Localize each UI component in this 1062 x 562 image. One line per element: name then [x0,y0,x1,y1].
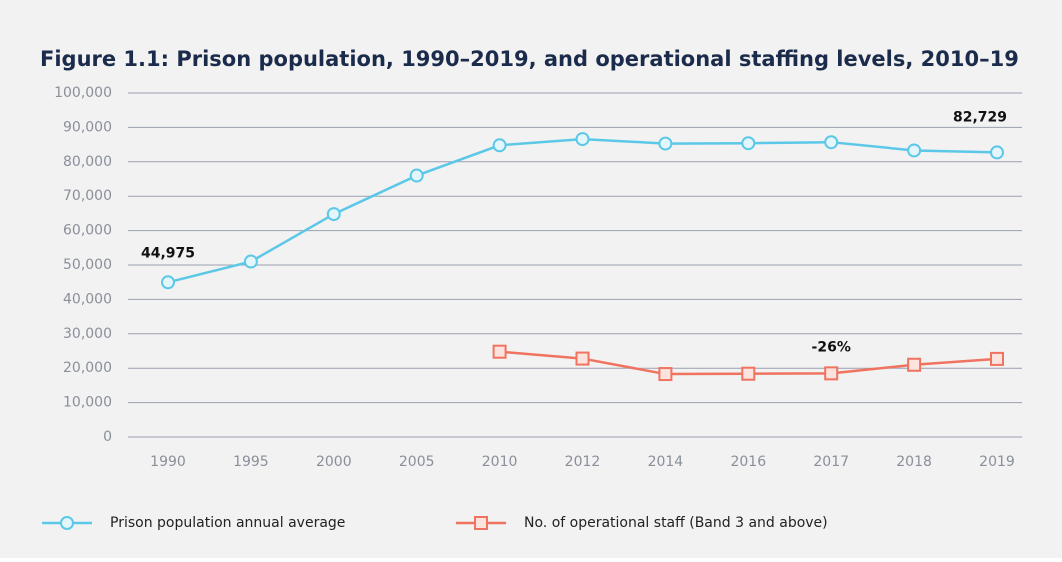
y-tick-label: 0 [103,429,112,445]
x-tick-label: 2012 [565,454,601,470]
annotation: -26% [812,339,851,355]
point [492,344,507,359]
point [161,275,175,290]
y-tick-label: 90,000 [63,119,112,135]
data-label: 82,729 [953,109,1007,125]
point [824,366,839,381]
x-tick-label: 2016 [730,454,766,470]
y-tick-label: 20,000 [63,360,112,376]
x-tick-label: 2019 [979,454,1015,470]
x-tick-label: 1990 [150,454,186,470]
y-tick-label: 70,000 [63,188,112,204]
point [243,254,258,269]
point [741,136,756,151]
point [907,357,922,372]
y-tick-label: 60,000 [63,223,112,239]
point [990,351,1004,366]
chart-title: Figure 1.1: Prison population, 1990–2019… [40,47,1019,71]
x-tick-label: 2017 [813,454,849,470]
point [741,366,756,381]
x-tick-label: 2014 [648,454,684,470]
point [824,135,839,150]
x-tick-label: 2010 [482,454,518,470]
x-tick-label: 1995 [233,454,269,470]
point [326,207,341,222]
x-tick-label: 2000 [316,454,352,470]
point [658,136,673,151]
data-label: 44,975 [141,245,195,261]
point [658,367,673,382]
y-tick-label: 40,000 [63,291,112,307]
legend-marker [474,516,488,530]
y-tick-label: 50,000 [63,257,112,273]
legend-label: Prison population annual average [110,515,345,531]
y-tick-label: 100,000 [54,85,112,101]
point [409,168,424,183]
point [492,138,507,153]
x-tick-label: 2018 [896,454,932,470]
point [907,143,922,158]
legend-marker [60,516,74,530]
y-tick-label: 30,000 [63,326,112,342]
x-tick-label: 2005 [399,454,435,470]
legend-label: No. of operational staff (Band 3 and abo… [524,515,828,531]
point [990,145,1004,160]
y-tick-label: 80,000 [63,154,112,170]
point [575,132,590,147]
y-tick-label: 10,000 [63,395,112,411]
point [575,351,590,366]
